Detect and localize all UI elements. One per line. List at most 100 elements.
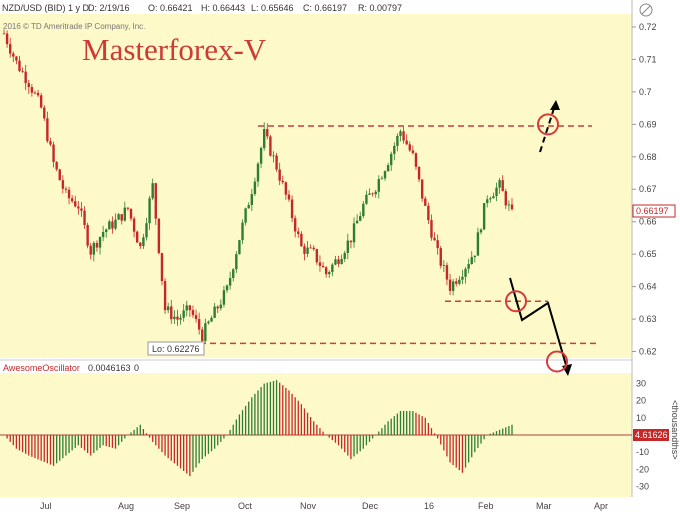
time-axis-label-3: Oct bbox=[238, 501, 253, 511]
oscillator-tick-label-2: 10 bbox=[636, 413, 646, 423]
candle-body bbox=[408, 144, 411, 151]
price-axis: 0.72 0.71 0.7 0.69 0.68 0.67 0.66 0.65 0.64 0.63 0… bbox=[632, 22, 657, 357]
candle-body bbox=[139, 242, 142, 247]
candle-body bbox=[120, 214, 123, 221]
candle-body bbox=[411, 150, 415, 154]
candle-body bbox=[300, 233, 303, 247]
candle-body bbox=[445, 265, 449, 280]
candle-body bbox=[129, 208, 133, 219]
oscillator-value: 0.0046163 bbox=[88, 363, 131, 373]
candle-body bbox=[182, 310, 185, 318]
header-range: R: 0.00797 bbox=[358, 3, 402, 13]
bearish-projection-line bbox=[509, 277, 569, 373]
time-axis-label-6: 16 bbox=[424, 501, 434, 511]
candle-body bbox=[290, 199, 294, 219]
candle-body bbox=[232, 269, 235, 278]
price-tick-label-6: 0.66 bbox=[639, 217, 657, 227]
candle-body bbox=[359, 216, 362, 221]
header-low: L: 0.65646 bbox=[251, 3, 294, 13]
copyright-text: 2016 © TD Ameritrade IP Company, Inc. bbox=[3, 22, 145, 31]
candle-body bbox=[228, 277, 232, 286]
candle-body bbox=[241, 222, 244, 241]
time-axis-label-9: Apr bbox=[594, 501, 608, 511]
candle-body bbox=[470, 257, 473, 265]
candle-body bbox=[368, 193, 371, 195]
candle-body bbox=[197, 319, 201, 330]
candle-body bbox=[222, 290, 226, 305]
oscillator-unit: <thousandths> bbox=[670, 400, 680, 460]
candle-body bbox=[151, 183, 154, 199]
candle-body bbox=[507, 204, 511, 206]
candle-body bbox=[309, 247, 312, 249]
oscillator-tick-label-6: -30 bbox=[636, 481, 649, 491]
candle-body bbox=[315, 249, 319, 263]
price-tick-label-8: 0.64 bbox=[639, 282, 657, 292]
candle-body bbox=[5, 33, 9, 45]
low-label-box bbox=[147, 341, 205, 356]
candle-body bbox=[123, 207, 127, 221]
candle-body bbox=[247, 205, 250, 209]
candle-body bbox=[420, 179, 424, 199]
candle-body bbox=[64, 188, 68, 190]
candle-body bbox=[328, 272, 331, 275]
candle-body bbox=[498, 180, 501, 188]
header-open: O: 0.66421 bbox=[148, 3, 193, 13]
candle-body bbox=[272, 155, 275, 157]
support-break-circle bbox=[505, 290, 527, 313]
candle-body bbox=[321, 265, 325, 268]
oscillator-name: AwesomeOscillator bbox=[3, 363, 80, 373]
price-tick-label-9: 0.63 bbox=[639, 314, 657, 324]
candle-body bbox=[126, 207, 130, 209]
candle-body bbox=[461, 276, 464, 280]
candle-body bbox=[225, 285, 229, 291]
time-axis-label-0: Jul bbox=[40, 501, 52, 511]
last-price-tag bbox=[632, 204, 676, 218]
candle-body bbox=[15, 56, 18, 61]
candle-body bbox=[27, 83, 30, 88]
candle-body bbox=[297, 231, 300, 234]
candle-body bbox=[396, 135, 399, 146]
candle-body bbox=[482, 203, 486, 230]
candle-body bbox=[467, 264, 470, 269]
candle-body bbox=[306, 247, 309, 254]
candle-body bbox=[389, 153, 393, 166]
candle-body bbox=[36, 92, 40, 96]
candle-body bbox=[331, 264, 334, 273]
candle-body bbox=[451, 281, 455, 291]
time-axis-label-7: Feb bbox=[478, 501, 494, 511]
candle-body bbox=[207, 321, 210, 324]
last-price-label: 0.66197 bbox=[636, 206, 669, 216]
price-tick-label-7: 0.65 bbox=[639, 249, 657, 259]
candle-body bbox=[349, 240, 353, 243]
candle-body bbox=[185, 305, 188, 311]
header-high: H: 0.66443 bbox=[201, 3, 245, 13]
candle-body bbox=[448, 279, 452, 291]
candle-body bbox=[52, 144, 55, 162]
candle-body bbox=[213, 306, 216, 318]
candle-body bbox=[39, 95, 43, 108]
candle-body bbox=[117, 214, 120, 220]
price-tick-label-0: 0.72 bbox=[639, 22, 657, 32]
candle-body bbox=[114, 219, 117, 229]
candle-body bbox=[262, 129, 266, 148]
candle-body bbox=[256, 163, 260, 182]
candle-body bbox=[101, 232, 105, 238]
bullish-arrow-head bbox=[550, 100, 560, 110]
chart-settings-icon[interactable] bbox=[639, 3, 653, 17]
candle-body bbox=[145, 223, 148, 238]
candle-body bbox=[501, 180, 504, 192]
candle-body bbox=[18, 60, 21, 71]
candle-body bbox=[58, 169, 61, 181]
candle-body bbox=[458, 279, 461, 284]
bullish-projection-line bbox=[539, 101, 557, 153]
candle-body bbox=[55, 161, 58, 170]
time-axis-label-8: Mar bbox=[536, 501, 552, 511]
candle-body bbox=[253, 181, 257, 195]
candle-body bbox=[362, 203, 365, 217]
candle-body bbox=[334, 259, 337, 265]
header-date: D: 2/19/16 bbox=[88, 3, 130, 13]
time-axis-label-2: Sep bbox=[174, 501, 190, 511]
candle-body bbox=[355, 220, 359, 224]
time-axis-label-5: Dec bbox=[362, 501, 379, 511]
